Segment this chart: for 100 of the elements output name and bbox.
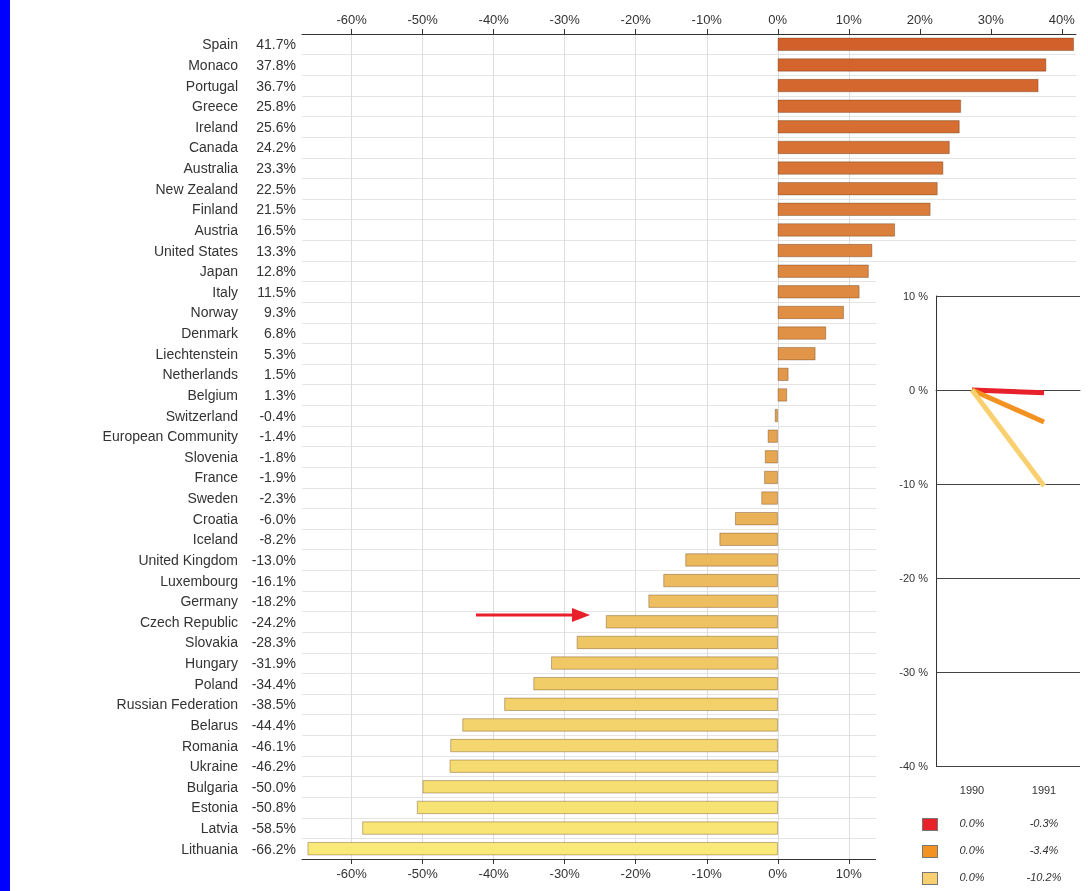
y-tick-label: Ukraine — [189, 758, 239, 775]
y-tick-label: Slovakia — [185, 634, 239, 651]
y-tick-label: -10 % — [899, 478, 929, 490]
y-tick-label: Ireland — [195, 118, 238, 135]
data-label: -34.4% — [251, 675, 296, 692]
bar — [777, 264, 869, 278]
y-tick-label: Portugal — [185, 77, 238, 94]
bar — [777, 140, 950, 154]
x2-tick-label: -30% — [549, 12, 581, 27]
x-tick-label: -10% — [691, 866, 723, 881]
y-tick-label: -30 % — [899, 666, 929, 678]
bar — [777, 223, 895, 237]
bar — [764, 450, 778, 464]
y-tick-label: Japan — [199, 263, 238, 280]
bar — [362, 821, 778, 835]
data-label: 36.7% — [256, 77, 296, 94]
bar — [774, 409, 778, 423]
data-label: 1.5% — [264, 366, 296, 383]
y-tick-label: Hungary — [185, 655, 238, 672]
bar — [504, 697, 778, 711]
bar — [777, 326, 827, 340]
x-tick-label: -40% — [478, 866, 510, 881]
data-label: -6.0% — [259, 510, 296, 527]
bar — [761, 491, 778, 505]
y-tick-label: Netherlands — [162, 366, 238, 383]
data-label: 5.3% — [264, 345, 296, 362]
bar — [767, 429, 778, 443]
y-tick-label: Croatia — [192, 510, 239, 527]
data-label: -16.1% — [251, 572, 296, 589]
data-label: 6.8% — [264, 325, 296, 342]
data-label: 25.6% — [256, 118, 296, 135]
y-tick-label: -40 % — [899, 760, 929, 772]
bar — [685, 553, 778, 567]
bar — [777, 120, 960, 134]
data-label: -50.0% — [251, 778, 296, 795]
data-label: -46.1% — [251, 737, 296, 754]
data-label: -1.8% — [259, 448, 296, 465]
x-tick-label: 1991 — [1031, 783, 1057, 796]
bar — [648, 594, 778, 608]
y-tick-label: Sweden — [187, 490, 238, 507]
y-tick-label: United States — [153, 242, 238, 259]
data-label: 0.0% — [959, 817, 985, 829]
data-label: 12.8% — [256, 263, 296, 280]
y-tick-label: Poland — [194, 675, 238, 692]
data-label: -44.4% — [251, 716, 296, 733]
y-tick-label: Austria — [194, 221, 239, 238]
data-label: 1.3% — [264, 386, 296, 403]
data-label: -66.2% — [251, 840, 296, 857]
bar — [764, 470, 778, 484]
data-label: -0.4% — [259, 407, 296, 424]
bar — [417, 800, 778, 814]
x-tick-label: -30% — [549, 866, 581, 881]
y-tick-label: Canada — [188, 139, 239, 156]
data-label: -8.2% — [259, 531, 296, 548]
bar — [777, 285, 860, 299]
bar — [777, 305, 844, 319]
bar — [462, 718, 778, 732]
y-tick-label: Lithuania — [181, 840, 239, 857]
bar — [663, 574, 778, 588]
y-tick-label: Slovenia — [184, 448, 239, 465]
x2-tick-label: -50% — [407, 12, 439, 27]
y-tick-label: European Community — [102, 428, 238, 445]
bar — [777, 388, 787, 402]
bar — [307, 842, 778, 856]
data-label: -1.4% — [259, 428, 296, 445]
y-tick-label: Germany — [180, 593, 238, 610]
x-tick-label: -60% — [336, 866, 368, 881]
bar — [777, 244, 873, 258]
data-label: 25.8% — [256, 98, 296, 115]
data-label: 0.0% — [959, 871, 985, 883]
y-tick-label: Latvia — [200, 820, 239, 837]
bar — [777, 37, 1074, 51]
y-tick-label: Italy — [212, 283, 238, 300]
bar — [777, 99, 961, 113]
data-label: 41.7% — [256, 36, 296, 53]
x2-tick-label: 0% — [768, 12, 788, 27]
data-label: 24.2% — [256, 139, 296, 156]
data-label: 23.3% — [256, 160, 296, 177]
data-label: -10.2% — [1026, 871, 1062, 883]
y-tick-label: Romania — [181, 737, 239, 754]
x-tick-label: 0% — [768, 866, 788, 881]
x2-tick-label: 30% — [977, 12, 1005, 27]
data-label: -18.2% — [251, 593, 296, 610]
data-label: 16.5% — [256, 221, 296, 238]
bar — [449, 759, 778, 773]
x2-tick-label: 40% — [1048, 12, 1076, 27]
y-tick-label: Russian Federation — [116, 696, 238, 713]
y-tick-label: Estonia — [191, 799, 239, 816]
data-label: -50.8% — [251, 799, 296, 816]
data-label: -31.9% — [251, 655, 296, 672]
x2-tick-label: -60% — [336, 12, 368, 27]
y-tick-label: Australia — [183, 160, 239, 177]
data-label: -58.5% — [251, 820, 296, 837]
y-tick-label: Spain — [202, 36, 238, 53]
data-label: -0.3% — [1029, 817, 1059, 829]
x-tick-label: -20% — [620, 866, 652, 881]
data-label: -3.4% — [1029, 844, 1059, 856]
bar — [777, 58, 1047, 72]
y-tick-label: Finland — [192, 201, 238, 218]
bar — [450, 739, 778, 753]
